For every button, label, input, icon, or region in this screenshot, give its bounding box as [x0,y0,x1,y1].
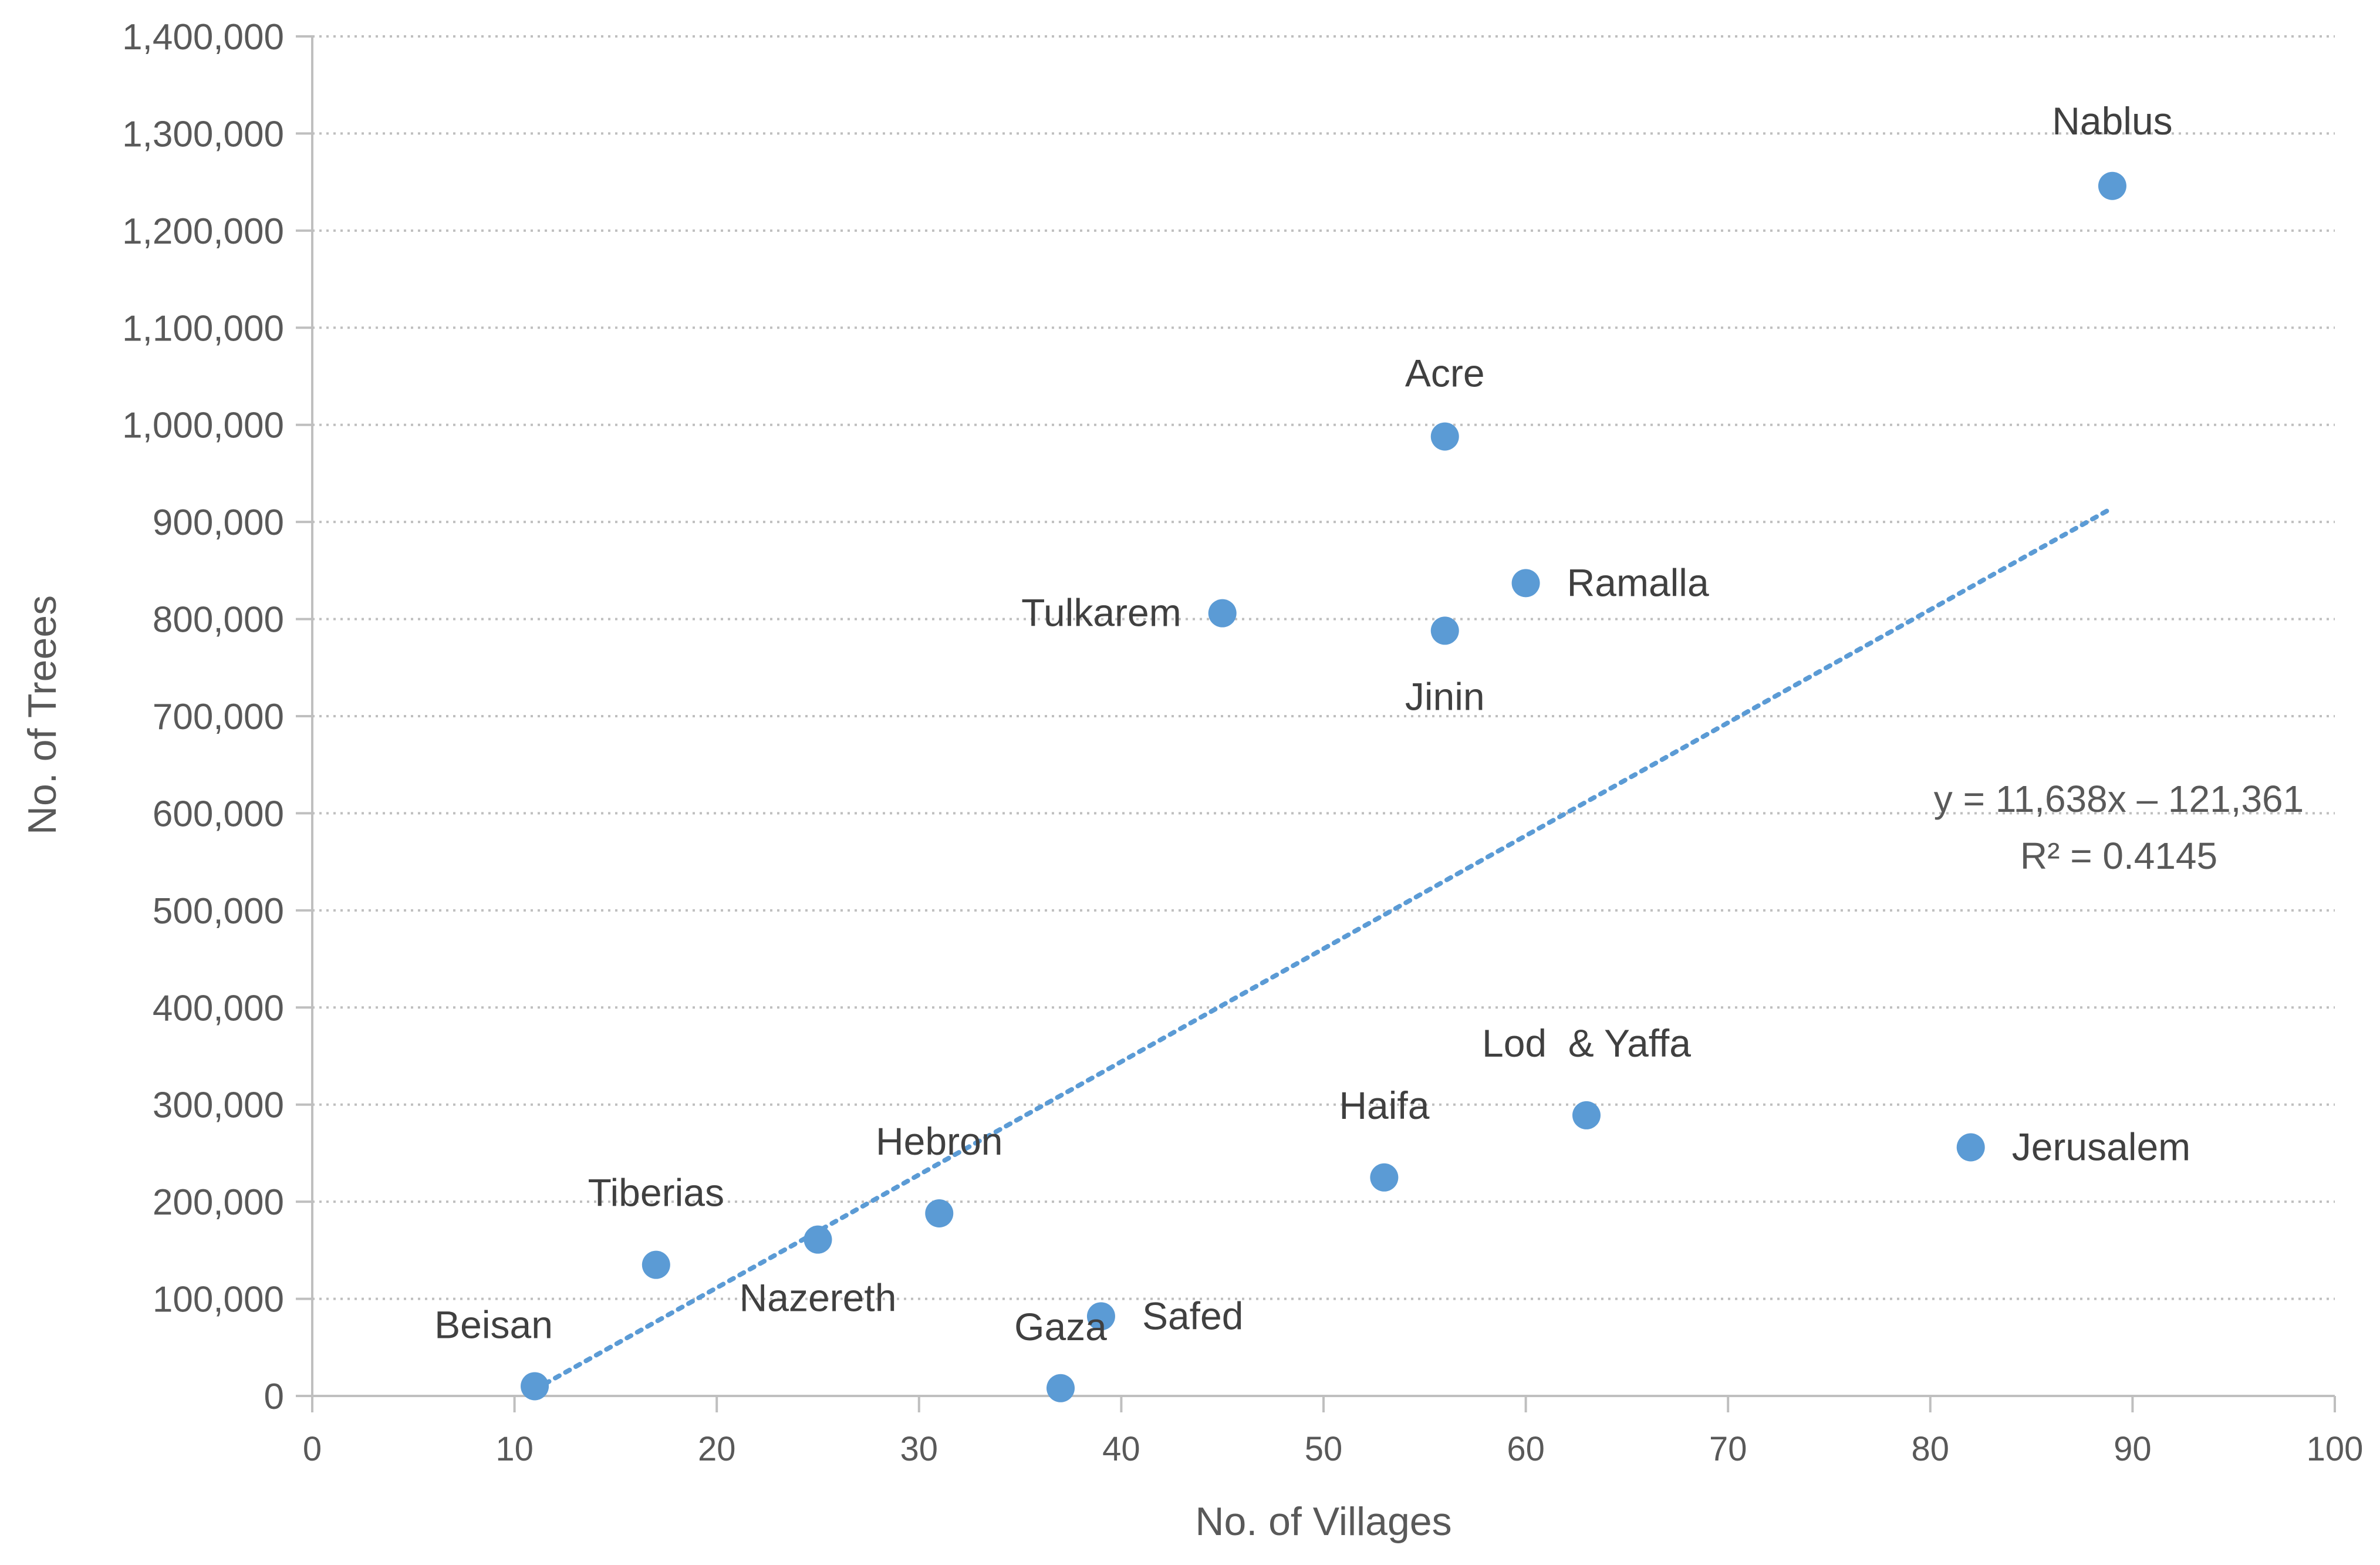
data-label: Haifa [1339,1084,1429,1127]
data-label: Gaza [1014,1305,1107,1348]
data-point [521,1372,549,1401]
y-tick-label: 0 [264,1377,284,1417]
x-tick-label: 30 [900,1430,939,1468]
x-tick-label: 0 [303,1430,322,1468]
y-axis-title: No. of Treees [20,595,65,835]
data-label: Nablus [2052,99,2172,143]
x-tick-label: 60 [1507,1430,1545,1468]
data-label: Jerusalem [2012,1125,2190,1169]
data-label: Safed [1142,1294,1243,1337]
data-point [804,1225,832,1254]
y-tick-label: 800,000 [153,600,284,640]
data-point [1086,1302,1115,1331]
y-tick-label: 1,300,000 [122,114,284,154]
data-point [1370,1163,1399,1192]
data-point [1430,422,1459,451]
data-point [642,1250,670,1279]
data-point [1046,1374,1075,1402]
trendline [532,505,2115,1392]
data-label: Tulkarem [1021,591,1181,635]
trendline-equation: y = 11,638x – 121,361 [1934,778,2304,820]
y-tick-label: 100,000 [153,1280,284,1320]
y-tick-label: 1,100,000 [122,308,284,349]
data-label: Jinin [1405,674,1485,718]
data-label: Acre [1405,352,1485,395]
x-tick-label: 50 [1305,1430,1343,1468]
data-point [1208,599,1237,628]
x-tick-label: 70 [1709,1430,1747,1468]
y-tick-label: 1,400,000 [122,17,284,58]
data-point [1572,1101,1601,1129]
data-label: Hebron [876,1119,1002,1163]
data-point [925,1199,954,1227]
data-labels: Beisan Tiberias Nazereth Hebron Gaza Safed Tul… [434,99,2190,1348]
data-point [1956,1133,1985,1162]
data-point [1511,569,1540,598]
data-points [521,171,2126,1402]
data-label: Lod & Yaffa [1482,1021,1691,1065]
data-label: Nazereth [740,1276,897,1320]
gridlines [312,35,2335,1300]
x-tick-label: 80 [1912,1430,1950,1468]
y-tick-label: 600,000 [153,794,284,834]
data-label: Ramalla [1567,561,1709,604]
y-tick-label: 1,200,000 [122,211,284,252]
y-tick-label: 200,000 [153,1182,284,1223]
data-label: Tiberias [588,1171,724,1215]
data-point [2098,171,2126,200]
trendline-group [532,505,2115,1392]
y-tick-label: 700,000 [153,697,284,737]
x-tick-label: 20 [698,1430,736,1468]
data-point [1430,616,1459,645]
y-tick-labels: 0 100,000 200,000 300,000 400,000 500,000 600,… [122,17,284,1417]
y-tick-label: 900,000 [153,502,284,543]
x-tick-label: 100 [2307,1430,2364,1468]
axes [296,35,2336,1412]
x-tick-label: 10 [495,1430,534,1468]
y-tick-label: 500,000 [153,891,284,932]
x-tick-label: 40 [1102,1430,1140,1468]
y-tick-label: 400,000 [153,988,284,1028]
y-tick-label: 300,000 [153,1085,284,1126]
x-axis-title: No. of Villages [1195,1499,1451,1544]
x-tick-label: 90 [2114,1430,2152,1468]
y-tick-label: 1,000,000 [122,406,284,446]
trendline-r-squared: R² = 0.4145 [2020,835,2217,877]
x-tick-labels: 0 10 20 30 40 50 60 70 80 90 100 [303,1430,2364,1468]
data-label: Beisan [434,1303,553,1346]
